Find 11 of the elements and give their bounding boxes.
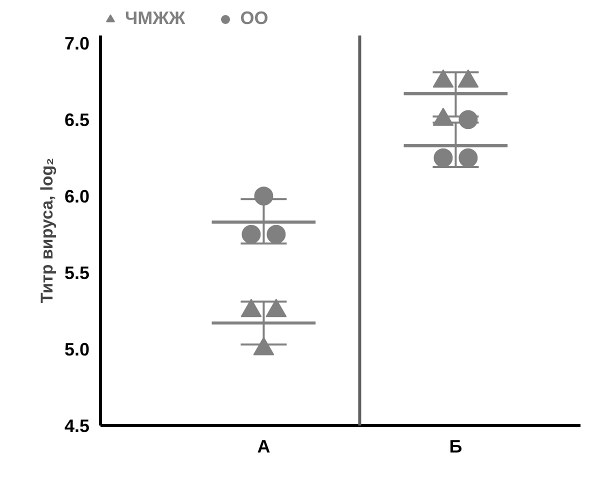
y-tick-label: 6.0	[64, 186, 90, 207]
y-axis-title: Титр вируса, log₂	[37, 158, 56, 304]
y-tick-label: 5.5	[64, 263, 90, 284]
y-tick-label: 5.0	[64, 340, 90, 360]
y-tick-label: 4.5	[64, 416, 90, 436]
legend-label: ОО	[240, 8, 268, 29]
y-tick-label: 7.0	[64, 34, 90, 54]
x-tick-label: Б	[449, 436, 462, 456]
y-tick-label: 6.5	[64, 110, 90, 130]
legend-label: ЧМЖЖ	[125, 8, 186, 29]
x-tick-label: А	[257, 436, 270, 456]
